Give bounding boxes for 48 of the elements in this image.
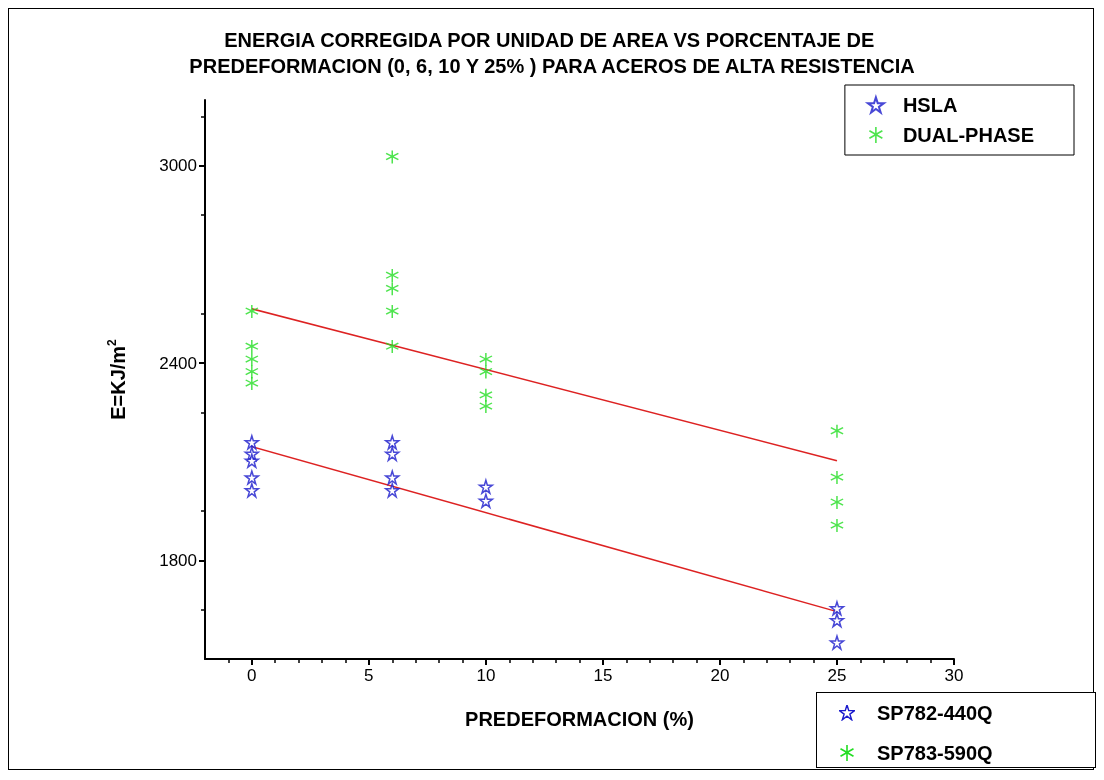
point — [830, 424, 844, 438]
point — [479, 399, 493, 413]
point — [244, 470, 260, 485]
point — [830, 495, 844, 509]
point — [479, 352, 493, 366]
point — [478, 479, 494, 494]
point — [245, 304, 259, 318]
point — [245, 365, 259, 379]
point — [385, 483, 400, 498]
x-tick-label: 20 — [710, 666, 730, 685]
point — [244, 483, 260, 498]
point — [385, 269, 399, 283]
point — [385, 435, 400, 450]
point — [385, 304, 399, 318]
chart-title: ENERGIA CORREGIDA POR UNIDAD DE AREA VS PORCENTAJE DE PREDEFORMACION (0, 6, 10 Y 25% ) PARA ACEROS DE ALTA RESISTENCIA — [189, 29, 915, 77]
text: SP782-440Q — [877, 701, 993, 725]
point — [385, 282, 399, 296]
point — [244, 453, 260, 468]
x-tick-label: 5 — [364, 666, 374, 685]
text: SP783-590Q — [877, 741, 993, 765]
point — [829, 601, 845, 616]
point — [830, 519, 844, 532]
x-tick-label: 30 — [944, 666, 964, 685]
point — [479, 388, 493, 402]
point — [245, 340, 259, 354]
point — [245, 376, 259, 390]
point — [385, 340, 399, 354]
x-tick-label: 0 — [247, 666, 257, 685]
point — [385, 446, 400, 462]
y-axis-title: E=KJ/m2 — [105, 338, 129, 420]
point — [478, 493, 494, 509]
legend-label: HSLA — [902, 94, 958, 116]
point — [385, 470, 400, 485]
x-axis-title: PREDEFORMACION (%) — [465, 708, 694, 730]
y-tick-label: 2400 — [159, 353, 197, 373]
point — [829, 612, 845, 628]
point — [245, 352, 259, 366]
y-tick-label: 1800 — [159, 550, 197, 570]
point — [244, 435, 260, 450]
point — [830, 470, 844, 484]
point — [479, 365, 493, 379]
legend-label: DUAL-PHASE — [902, 124, 1035, 146]
x-tick-label: 15 — [593, 666, 613, 685]
x-tick-label: 25 — [827, 666, 847, 685]
x-tick-label: 10 — [476, 666, 496, 685]
y-tick-label: 3000 — [159, 156, 197, 176]
point — [829, 635, 845, 650]
point — [385, 150, 399, 164]
